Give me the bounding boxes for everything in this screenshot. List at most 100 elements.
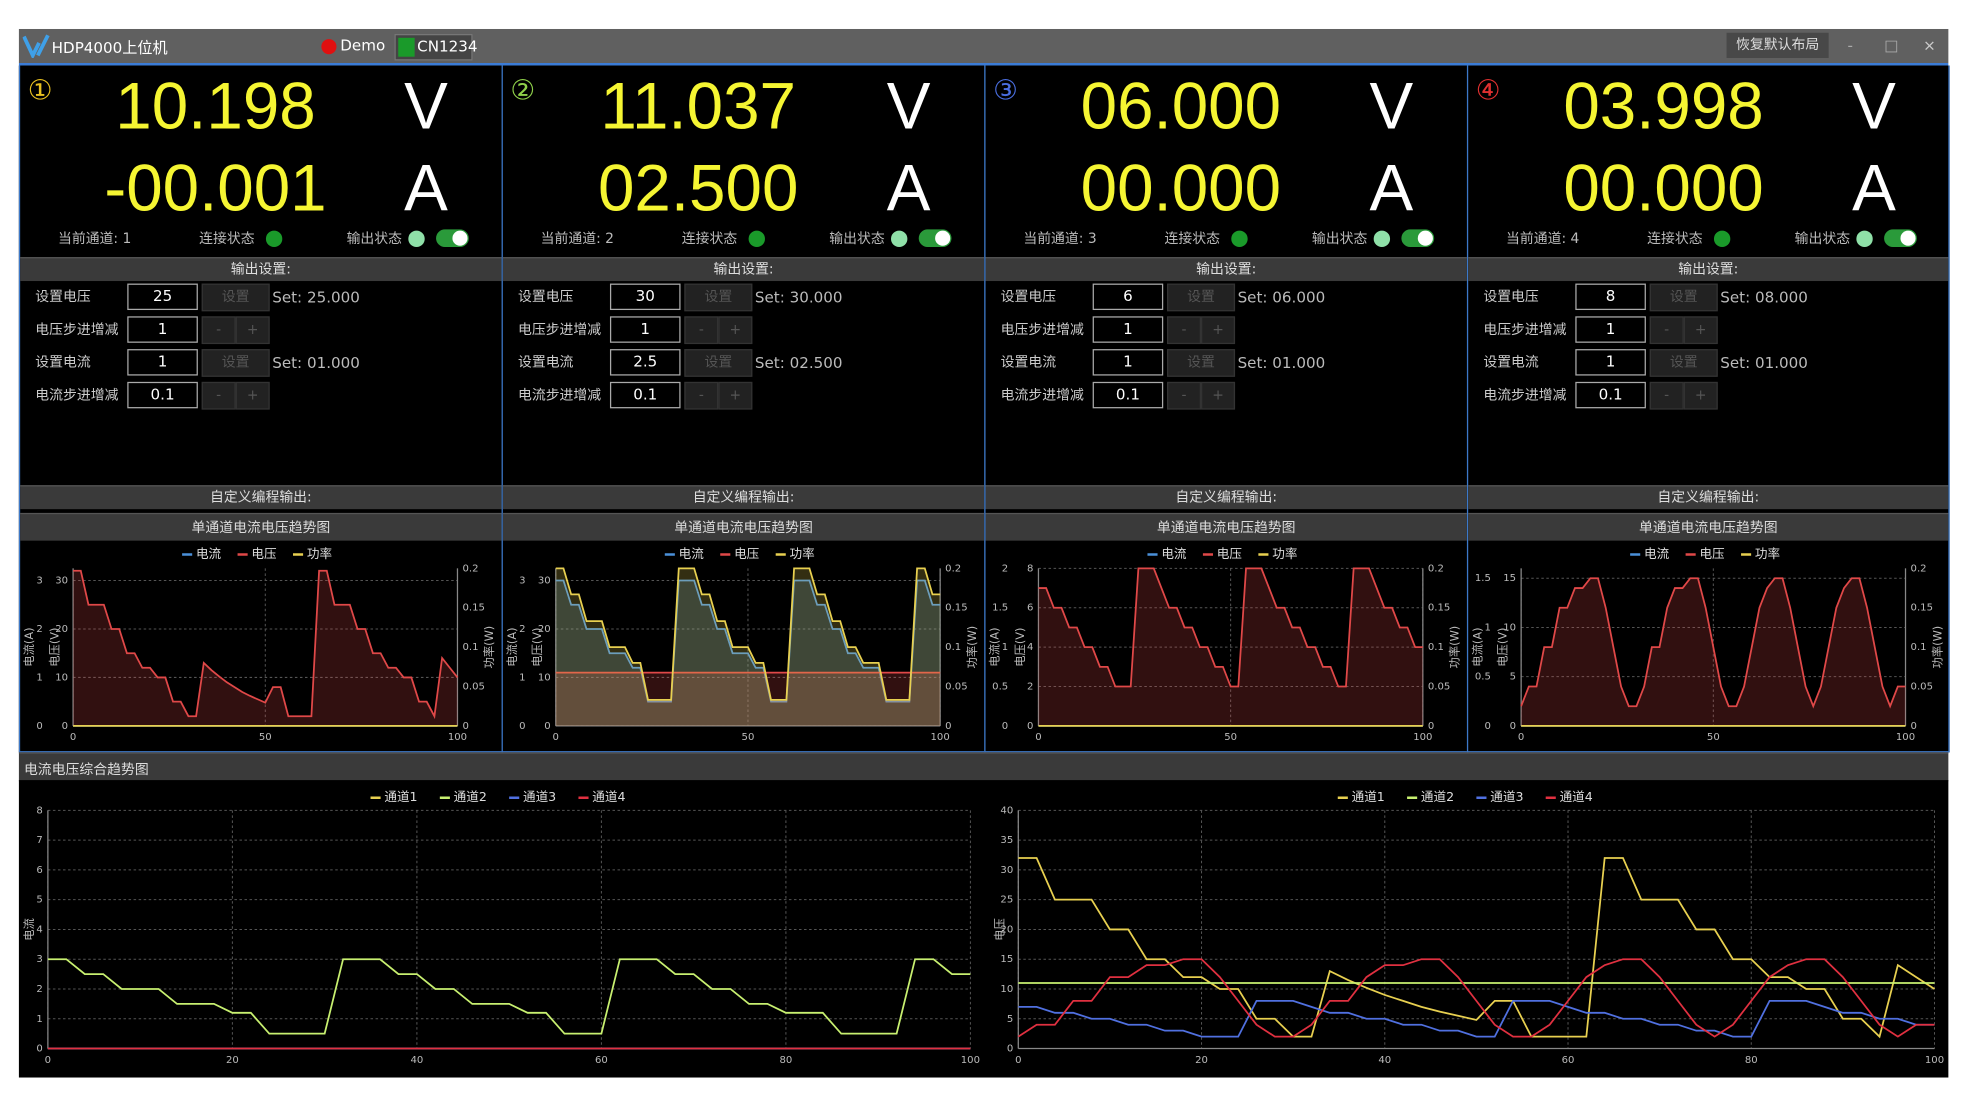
plus-button[interactable]: + xyxy=(235,381,270,410)
minimize-button[interactable]: - xyxy=(1847,36,1854,55)
minus-button[interactable]: - xyxy=(684,316,719,345)
connect-label: 连接状态 xyxy=(681,230,738,248)
axis-label: 功率(W) xyxy=(965,626,979,669)
minus-button[interactable]: - xyxy=(1167,381,1202,410)
settings-header: 输出设置: xyxy=(985,257,1467,282)
value-input[interactable]: 0.1 xyxy=(609,381,681,409)
set-button[interactable]: 设置 xyxy=(1167,283,1236,312)
value-input[interactable]: 1 xyxy=(127,349,198,376)
y-tick-label: 0.5 xyxy=(992,682,1008,693)
output-toggle[interactable] xyxy=(918,229,952,248)
axis-label: 电流(A) xyxy=(988,628,1002,667)
y-tick-label: 10 xyxy=(1000,984,1013,995)
set-button[interactable]: 设置 xyxy=(201,283,270,312)
y-tick-label: 0 xyxy=(1428,721,1434,732)
series-area xyxy=(73,570,458,726)
value-input[interactable]: 0.1 xyxy=(127,381,198,409)
x-tick-label: 50 xyxy=(259,732,272,743)
current-reading: 00.000 xyxy=(1080,152,1282,226)
set-button[interactable]: 设置 xyxy=(1649,283,1718,312)
set-button[interactable]: 设置 xyxy=(684,283,753,312)
minus-button[interactable]: - xyxy=(1649,381,1684,410)
axis-label: 电压 xyxy=(993,918,1007,941)
value-input[interactable]: 1 xyxy=(1092,349,1164,376)
value-input[interactable]: 0.1 xyxy=(1092,381,1164,409)
plus-button[interactable]: + xyxy=(1201,316,1236,345)
x-tick-label: 0 xyxy=(45,1055,51,1066)
series-line xyxy=(1018,857,1935,1039)
output-led xyxy=(891,230,908,248)
set-readout: Set: 25.000 xyxy=(272,288,360,307)
y-tick-label: 1.5 xyxy=(992,603,1008,614)
value-input[interactable]: 6 xyxy=(1092,283,1164,311)
channel-label: 当前通道: 1 xyxy=(57,230,132,248)
plus-button[interactable]: + xyxy=(1683,316,1718,345)
y-tick-label: 30 xyxy=(538,575,551,586)
axis-label: 电流(A) xyxy=(22,628,36,667)
y-tick-label: 5 xyxy=(1007,1014,1013,1025)
channel-label: 当前通道: 4 xyxy=(1506,230,1580,248)
value-input[interactable]: 1 xyxy=(127,316,198,343)
y-tick-label: 0.2 xyxy=(1911,563,1927,574)
minus-button[interactable]: - xyxy=(1167,316,1202,345)
value-input[interactable]: 1 xyxy=(1575,316,1646,343)
series-line xyxy=(555,579,941,703)
y-tick-label: 0 xyxy=(36,1044,42,1055)
value-input[interactable]: 0.1 xyxy=(1575,381,1646,409)
y-tick-label: 5 xyxy=(36,895,42,906)
legend-label: 通道1 xyxy=(384,789,417,804)
value-input[interactable]: 1 xyxy=(1092,316,1164,343)
set-button[interactable]: 设置 xyxy=(201,349,270,377)
y-tick-label: 0.2 xyxy=(463,563,479,574)
set-button[interactable]: 设置 xyxy=(1649,349,1718,377)
y-tick-label: 10 xyxy=(1503,622,1516,633)
minus-button[interactable]: - xyxy=(1649,316,1684,345)
minus-button[interactable]: - xyxy=(684,381,719,410)
y-tick-label: 4 xyxy=(1027,642,1033,653)
minus-button[interactable]: - xyxy=(201,316,236,345)
output-toggle[interactable] xyxy=(1884,229,1917,248)
plus-button[interactable]: + xyxy=(1683,381,1718,410)
x-tick-label: 60 xyxy=(1562,1055,1575,1066)
legend-label: 电流 xyxy=(196,546,222,561)
y-tick-label: 0.15 xyxy=(1428,603,1450,614)
chart-header: 单通道电流电压趋势图 xyxy=(985,512,1467,541)
value-input[interactable]: 25 xyxy=(127,283,198,311)
maximize-button[interactable]: □ xyxy=(1884,36,1899,55)
y-tick-label: 0 xyxy=(1007,1044,1013,1055)
value-input[interactable]: 1 xyxy=(1575,349,1646,376)
value-input[interactable]: 2.5 xyxy=(609,349,681,376)
minus-button[interactable]: - xyxy=(201,381,236,410)
legend-label: 通道1 xyxy=(1352,789,1385,804)
voltage-unit: V xyxy=(886,70,931,144)
axis-label: 电流 xyxy=(22,918,36,941)
y-tick-label: 0 xyxy=(36,721,42,732)
output-toggle[interactable] xyxy=(436,229,469,248)
output-toggle[interactable] xyxy=(1401,229,1435,248)
output-label: 输出状态 xyxy=(1311,230,1368,248)
value-input[interactable]: 1 xyxy=(609,316,681,343)
device-id: CN1234 xyxy=(417,37,478,56)
trend-title: 电流电压综合趋势图 xyxy=(23,761,149,778)
close-button[interactable]: × xyxy=(1923,36,1936,55)
y-tick-label: 0.05 xyxy=(463,682,485,693)
settings-header: 输出设置: xyxy=(20,257,502,282)
y-tick-label: 0.1 xyxy=(945,642,961,653)
plus-button[interactable]: + xyxy=(235,316,270,345)
current-reading: 00.000 xyxy=(1563,152,1764,226)
plus-button[interactable]: + xyxy=(718,316,753,345)
set-button[interactable]: 设置 xyxy=(1167,349,1236,377)
value-input[interactable]: 30 xyxy=(609,283,681,311)
value-input[interactable]: 8 xyxy=(1575,283,1646,311)
reset-layout-button[interactable]: 恢复默认布局 xyxy=(1726,32,1829,58)
y-tick-label: 6 xyxy=(1027,603,1033,614)
set-button[interactable]: 设置 xyxy=(684,349,753,377)
x-tick-label: 0 xyxy=(1518,732,1524,743)
plus-button[interactable]: + xyxy=(1201,381,1236,410)
title-underline xyxy=(18,63,1949,66)
y-tick-label: 2 xyxy=(519,624,525,635)
set-readout: Set: 08.000 xyxy=(1720,288,1808,307)
plus-button[interactable]: + xyxy=(718,381,753,410)
output-label: 输出状态 xyxy=(346,230,403,248)
